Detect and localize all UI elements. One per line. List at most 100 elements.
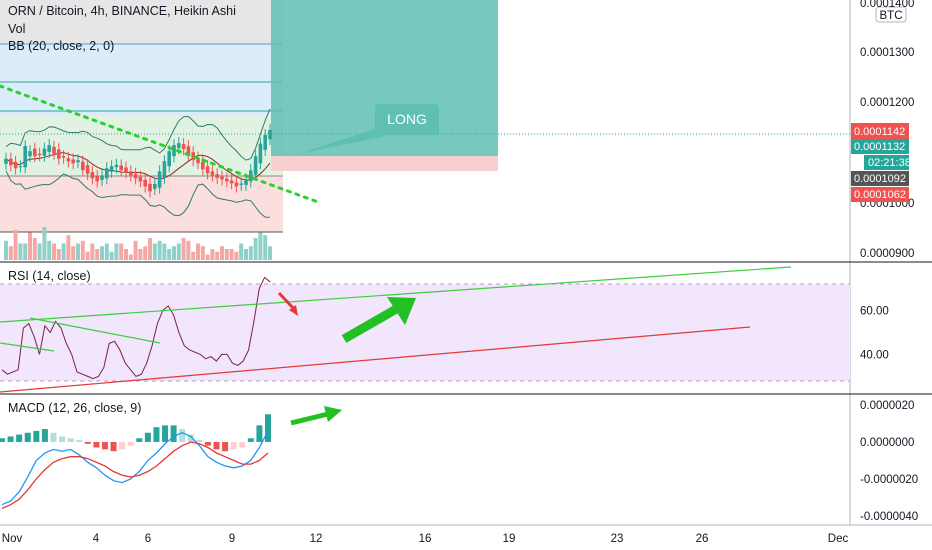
volume-bar — [200, 246, 205, 260]
candle-body — [181, 144, 186, 150]
time-axis[interactable]: Nov 4 6 9 12 16 19 23 26 Dec — [2, 533, 849, 545]
volume-bar — [100, 246, 104, 260]
volume-bars — [4, 227, 272, 260]
candle-body — [153, 183, 157, 189]
macd-histogram-bar — [110, 441, 117, 452]
volume-bar — [23, 243, 28, 260]
candle-body — [148, 183, 152, 192]
volume-bar — [167, 249, 172, 260]
volume-bar — [32, 238, 37, 260]
bollinger-bands — [5, 108, 271, 218]
macd-histogram-bar — [0, 438, 5, 442]
symbol-title[interactable]: ORN / Bitcoin, 4h, BINANCE, Heikin Ashi — [8, 4, 236, 18]
candle-body — [143, 179, 147, 187]
volume-bar — [253, 238, 258, 260]
macd-title[interactable]: MACD (12, 26, close, 9) — [8, 401, 141, 415]
candle-body — [37, 153, 42, 156]
volume-bar — [114, 243, 119, 260]
candle-body — [81, 161, 85, 171]
candle-body — [52, 146, 56, 154]
stop-loss-box[interactable] — [271, 156, 498, 171]
macd-histogram-bar — [256, 425, 263, 442]
volume-bar — [268, 246, 272, 260]
descending-trendline[interactable] — [0, 84, 320, 204]
volume-bar — [95, 249, 100, 260]
macd-histogram — [0, 414, 271, 452]
candle-body — [61, 156, 66, 158]
currency-label: BTC — [880, 10, 903, 22]
candle-body — [220, 176, 224, 180]
volume-bar — [181, 238, 186, 260]
candle-body — [157, 171, 162, 188]
long-callout-box[interactable] — [375, 104, 439, 135]
volume-bar — [61, 243, 66, 260]
volume-bar — [162, 243, 167, 260]
macd-histogram-bar — [170, 425, 177, 442]
volume-bar — [224, 249, 229, 260]
macd-histogram-bar — [67, 438, 74, 442]
candle-body — [258, 143, 263, 164]
macd-tick-label: -0.0000040 — [860, 511, 918, 523]
price-pane[interactable]: LONG ORN / Bitcoin, 4h, BINANCE, Heikin … — [0, 0, 850, 260]
candle-body — [215, 174, 219, 178]
macd-histogram-bar — [196, 440, 203, 442]
candle-body — [186, 146, 191, 156]
macd-pane[interactable]: MACD (12, 26, close, 9) 0.00000200.00000… — [0, 400, 918, 523]
time-tick-label: 19 — [503, 533, 516, 545]
volume-bar — [119, 243, 124, 260]
volume-bar — [13, 229, 18, 260]
bb-lower-value: 0.0001062 — [854, 189, 906, 201]
time-tick-label: 26 — [696, 533, 709, 545]
rsi-upper-trendline[interactable] — [0, 266, 792, 323]
volume-bar — [244, 249, 248, 260]
bb-upper-value: 0.0001132 — [854, 141, 905, 153]
volume-bar — [56, 249, 61, 260]
rsi-tick-label: 40.00 — [860, 349, 889, 361]
macd-histogram-bar — [76, 440, 83, 442]
candle-body — [13, 161, 18, 169]
candle-body — [33, 148, 37, 157]
volume-bar — [109, 251, 114, 260]
candle-body — [167, 151, 171, 167]
volume-bar — [157, 240, 162, 260]
volume-bar — [28, 232, 32, 260]
volume-bar — [104, 243, 109, 260]
bollinger-label[interactable]: BB (20, close, 2, 0) — [8, 39, 114, 53]
candle-body — [210, 171, 215, 176]
rsi-short-trendline-2[interactable] — [0, 342, 55, 352]
volume-bar — [85, 251, 90, 260]
rsi-tick-labels: 60.00 40.00 — [860, 305, 889, 361]
candle-body — [162, 161, 167, 178]
rsi-pane[interactable]: RSI (14, close) 60.00 40.00 — [0, 266, 889, 393]
candle-body — [129, 171, 133, 176]
macd-histogram-bar — [59, 436, 66, 442]
rsi-lower-trendline[interactable] — [0, 326, 751, 393]
macd-histogram-bar — [187, 434, 194, 442]
volume-bar — [143, 246, 148, 260]
candle-body — [244, 179, 248, 185]
volume-label[interactable]: Vol — [8, 22, 25, 36]
macd-tick-labels: 0.0000020 0.0000000 -0.0000020 -0.0000040 — [860, 400, 918, 523]
currency-badge[interactable] — [875, 6, 907, 23]
bb-mid-band-fill — [0, 116, 283, 176]
volume-bar — [128, 254, 133, 260]
long-callout-pointer — [298, 128, 386, 154]
candle-body — [124, 167, 128, 173]
rsi-title[interactable]: RSI (14, close) — [8, 269, 91, 283]
macd-histogram-bar — [16, 434, 23, 442]
volume-bar — [133, 240, 138, 260]
time-tick-label: 23 — [611, 533, 624, 545]
volume-bar — [80, 240, 85, 260]
bb-mid-value: 0.0001092 — [854, 173, 906, 185]
volume-bar — [196, 243, 200, 260]
bb-upper-line — [5, 108, 271, 161]
price-axis[interactable]: BTC 0.00014000.00013000.00012000.0001000… — [851, 0, 914, 260]
candle-body — [172, 145, 176, 157]
macd-histogram-bar — [179, 429, 186, 442]
candle-body — [18, 166, 23, 168]
macd-histogram-bar — [127, 441, 134, 446]
volume-bar — [220, 246, 224, 260]
rsi-short-trendline-1[interactable] — [29, 317, 161, 344]
candle-body — [47, 145, 51, 152]
